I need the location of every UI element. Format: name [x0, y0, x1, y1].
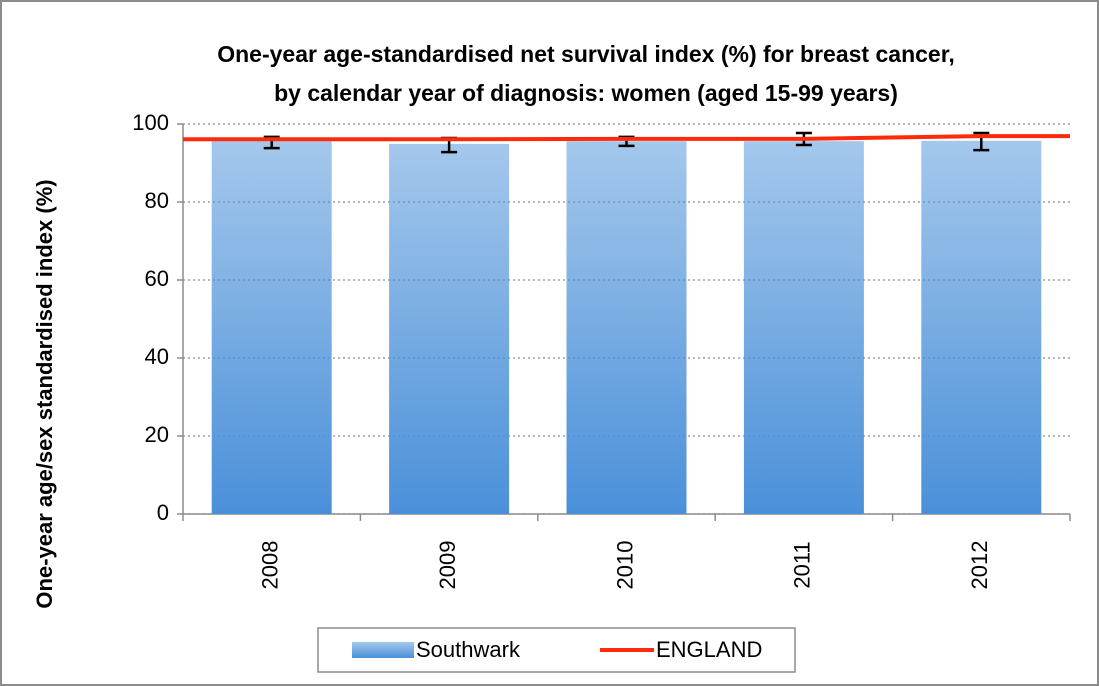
y-tick-label: 80 — [145, 188, 169, 213]
x-tick-label: 2011 — [790, 541, 815, 588]
bar — [743, 141, 864, 514]
y-tick-label: 0 — [157, 500, 169, 525]
legend-swatch — [352, 642, 414, 658]
bar — [566, 141, 687, 514]
y-tick-label: 40 — [145, 344, 169, 369]
bar — [389, 143, 510, 514]
bar — [921, 140, 1042, 514]
y-axis-label: One-year age/sex standardised index (%) — [32, 179, 57, 608]
x-tick-label: 2008 — [258, 541, 283, 590]
x-tick-label: 2009 — [435, 541, 460, 590]
bar — [211, 141, 332, 514]
y-tick-label: 60 — [145, 266, 169, 291]
y-tick-label: 20 — [145, 422, 169, 447]
line — [183, 134, 1070, 142]
x-tick-label: 2012 — [967, 541, 992, 590]
chart-title: One-year age-standardised net survival i… — [217, 41, 955, 67]
legend-label: Southwark — [416, 637, 521, 662]
chart-title: by calendar year of diagnosis: women (ag… — [274, 80, 898, 106]
x-tick-label: 2010 — [612, 541, 637, 590]
y-tick-label: 100 — [132, 110, 169, 135]
legend-label: ENGLAND — [656, 637, 762, 662]
